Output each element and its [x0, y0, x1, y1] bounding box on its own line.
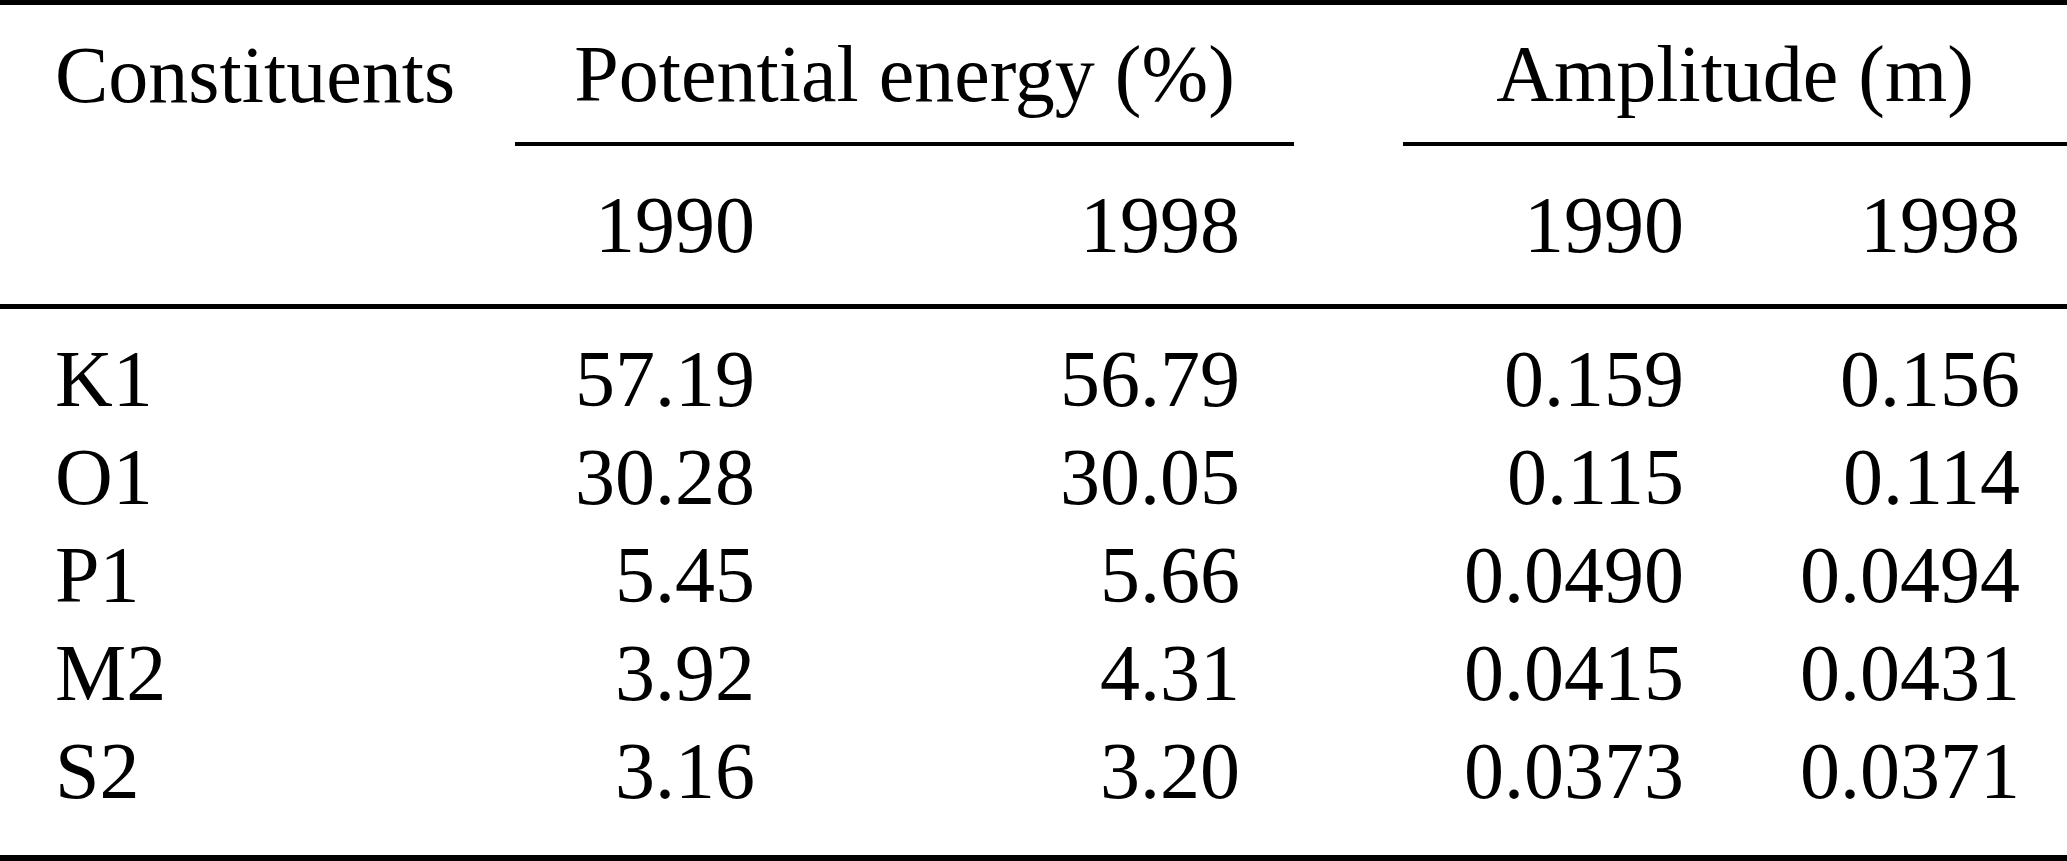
pe-1998-column-header: 1998: [1000, 144, 1294, 307]
pe-1990-value: 3.92: [515, 624, 1000, 722]
amplitude-group-header: Amplitude (m): [1403, 3, 2067, 145]
potential-energy-group-header: Potential energy (%): [515, 3, 1294, 145]
pe-1990-value: 30.28: [515, 428, 1000, 526]
pe-1990-column-header: 1990: [515, 144, 1000, 307]
constituent-label: M2: [0, 624, 515, 722]
paper-table-figure: Constituents Potential energy (%) Amplit…: [0, 0, 2067, 861]
amp-1990-value: 0.0373: [1403, 722, 1790, 858]
group-gap-spacer: [1294, 3, 1403, 145]
amp-1990-column-header: 1990: [1403, 144, 1790, 307]
pe-1998-value: 56.79: [1000, 307, 1294, 429]
amp-1998-value: 0.0431: [1790, 624, 2067, 722]
amp-1998-value: 0.0371: [1790, 722, 2067, 858]
constituent-label: S2: [0, 722, 515, 858]
amp-1998-value: 0.0494: [1790, 526, 2067, 624]
table-row-k1: K1 57.19 56.79 0.159 0.156: [0, 307, 2067, 429]
amp-1998-value: 0.156: [1790, 307, 2067, 429]
constituents-column-header: Constituents: [0, 3, 515, 145]
pe-1990-value: 3.16: [515, 722, 1000, 858]
group-gap-spacer: [1294, 526, 1403, 624]
amp-1990-value: 0.159: [1403, 307, 1790, 429]
pe-1998-value: 30.05: [1000, 428, 1294, 526]
constituent-label: P1: [0, 526, 515, 624]
group-gap-spacer: [1294, 307, 1403, 429]
pe-1998-value: 5.66: [1000, 526, 1294, 624]
constituent-label: K1: [0, 307, 515, 429]
tidal-constituents-table: Constituents Potential energy (%) Amplit…: [0, 0, 2067, 861]
amp-1998-value: 0.114: [1790, 428, 2067, 526]
amp-1990-value: 0.0490: [1403, 526, 1790, 624]
constituent-label: O1: [0, 428, 515, 526]
pe-1998-value: 4.31: [1000, 624, 1294, 722]
group-gap-spacer: [1294, 624, 1403, 722]
amp-1990-value: 0.115: [1403, 428, 1790, 526]
amp-1990-value: 0.0415: [1403, 624, 1790, 722]
pe-1990-value: 57.19: [515, 307, 1000, 429]
year-header-row: 1990 1998 1990 1998: [0, 144, 2067, 307]
group-gap-spacer: [1294, 722, 1403, 858]
empty-header-cell: [0, 144, 515, 307]
pe-1998-value: 3.20: [1000, 722, 1294, 858]
amp-1998-column-header: 1998: [1790, 144, 2067, 307]
table-row-m2: M2 3.92 4.31 0.0415 0.0431: [0, 624, 2067, 722]
group-gap-spacer: [1294, 428, 1403, 526]
table-row-o1: O1 30.28 30.05 0.115 0.114: [0, 428, 2067, 526]
table-row-s2: S2 3.16 3.20 0.0373 0.0371: [0, 722, 2067, 858]
group-header-row: Constituents Potential energy (%) Amplit…: [0, 3, 2067, 145]
group-gap-spacer: [1294, 144, 1403, 307]
pe-1990-value: 5.45: [515, 526, 1000, 624]
table-row-p1: P1 5.45 5.66 0.0490 0.0494: [0, 526, 2067, 624]
